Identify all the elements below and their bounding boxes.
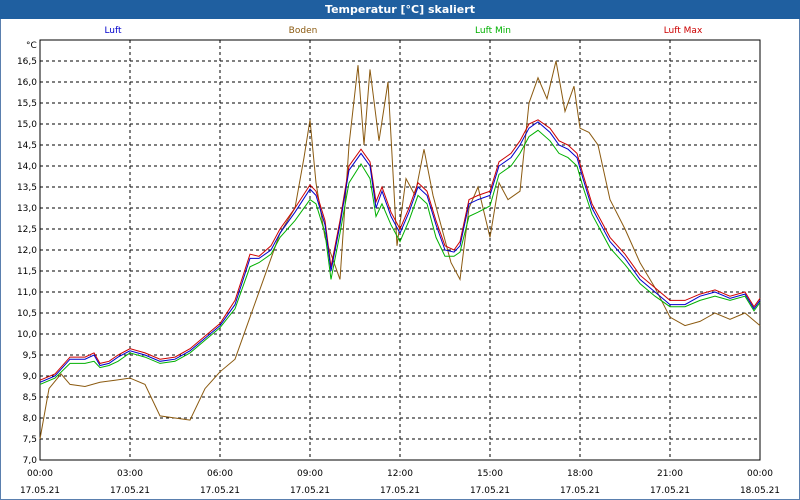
x-tick-time: 18:00 bbox=[567, 469, 593, 479]
y-tick-label: 9,0 bbox=[23, 372, 38, 382]
x-tick-date: 17.05.21 bbox=[470, 486, 510, 496]
y-tick-label: 8,0 bbox=[23, 414, 38, 424]
y-tick-label: 16,5 bbox=[17, 57, 37, 67]
x-tick-date: 18.05.21 bbox=[740, 486, 780, 496]
x-tick-time: 00:00 bbox=[747, 469, 773, 479]
series-lines bbox=[39, 60, 761, 440]
grid-lines bbox=[40, 40, 760, 460]
y-tick-label: 15,0 bbox=[17, 120, 37, 130]
x-tick-date: 17.05.21 bbox=[380, 486, 420, 496]
x-tick-time: 12:00 bbox=[387, 469, 413, 479]
y-tick-label: 14,0 bbox=[17, 162, 37, 172]
plot-area-border bbox=[39, 39, 761, 461]
legend-luft: Luft bbox=[104, 26, 122, 36]
x-tick-time: 00:00 bbox=[27, 469, 53, 479]
y-tick-label: 12,0 bbox=[17, 246, 37, 256]
x-tick-date: 17.05.21 bbox=[20, 486, 60, 496]
series-line-luft-max bbox=[39, 119, 761, 381]
series-line-luft-min bbox=[39, 129, 761, 385]
series-line-boden bbox=[39, 60, 761, 440]
window-title: Temperatur [°C] skaliert bbox=[0, 0, 800, 19]
y-axis-unit-label: °C bbox=[26, 41, 37, 51]
y-tick-label: 13,5 bbox=[17, 183, 37, 193]
y-tick-label: 7,0 bbox=[23, 456, 38, 466]
y-tick-label: 11,0 bbox=[17, 288, 37, 298]
y-tick-label: 16,0 bbox=[17, 78, 37, 88]
legend-luft-min: Luft Min bbox=[475, 26, 511, 36]
y-tick-label: 9,5 bbox=[23, 351, 37, 361]
x-tick-time: 21:00 bbox=[657, 469, 683, 479]
x-axis-ticks: 00:00 17.05.21 03:00 17.05.21 06:00 17.05.21 0… bbox=[20, 469, 780, 496]
y-tick-label: 12,5 bbox=[17, 225, 37, 235]
x-tick-time: 15:00 bbox=[477, 469, 503, 479]
y-tick-label: 13,0 bbox=[17, 204, 37, 214]
legend: Luft Boden Luft Min Luft Max bbox=[104, 26, 703, 36]
legend-boden: Boden bbox=[289, 26, 318, 36]
y-axis-ticks: 7,0 7,5 8,0 8,5 9,0 9,5 10,0 10,5 11,0 11,5 12,0 12… bbox=[17, 57, 37, 466]
x-tick-date: 17.05.21 bbox=[200, 486, 240, 496]
x-tick-date: 17.05.21 bbox=[110, 486, 150, 496]
x-tick-date: 17.05.21 bbox=[650, 486, 690, 496]
y-tick-label: 7,5 bbox=[23, 435, 37, 445]
y-tick-label: 14,5 bbox=[17, 141, 37, 151]
x-tick-date: 17.05.21 bbox=[290, 486, 330, 496]
y-tick-label: 8,5 bbox=[23, 393, 37, 403]
series-line-luft bbox=[39, 121, 761, 383]
x-tick-time: 09:00 bbox=[297, 469, 323, 479]
y-tick-label: 10,5 bbox=[17, 309, 37, 319]
x-tick-time: 03:00 bbox=[117, 469, 143, 479]
x-tick-time: 06:00 bbox=[207, 469, 233, 479]
legend-luft-max: Luft Max bbox=[664, 26, 703, 36]
y-tick-label: 15,5 bbox=[17, 99, 37, 109]
y-tick-label: 10,0 bbox=[17, 330, 37, 340]
x-tick-date: 17.05.21 bbox=[560, 486, 600, 496]
y-tick-label: 11,5 bbox=[17, 267, 37, 277]
